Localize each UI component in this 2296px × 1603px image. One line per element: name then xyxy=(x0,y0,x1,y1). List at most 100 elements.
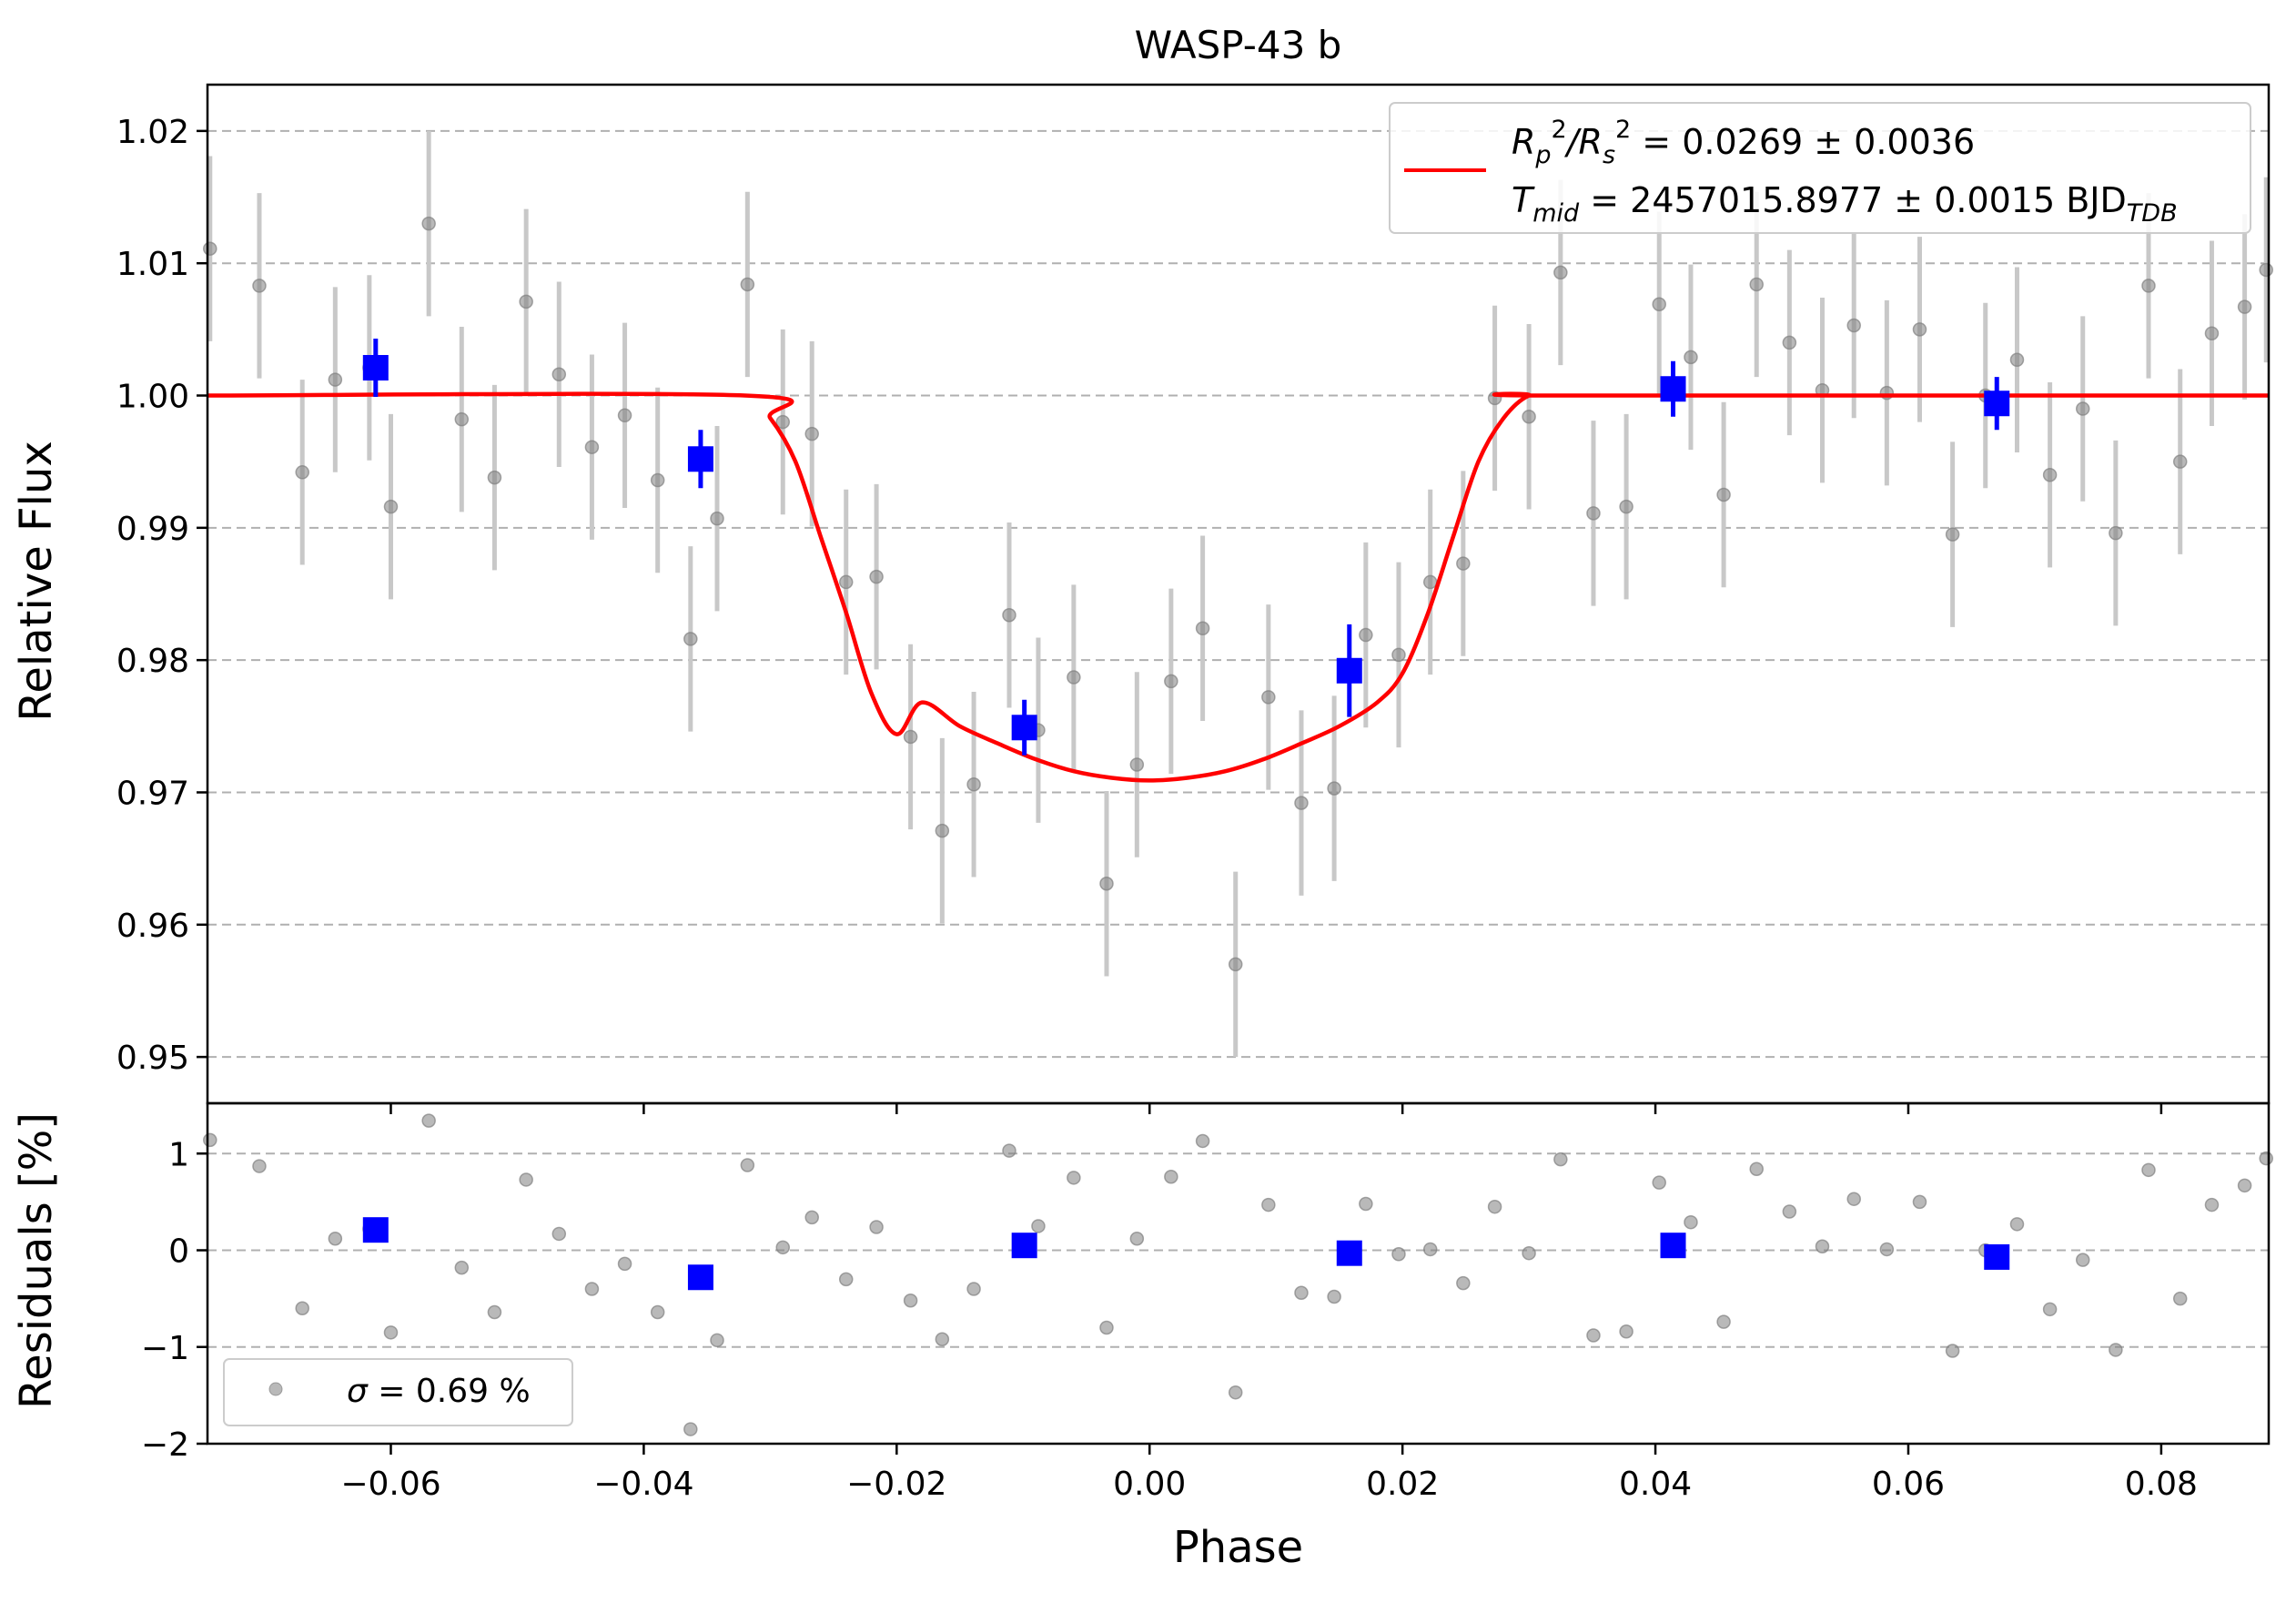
residuals-x-tick-label: 0.06 xyxy=(1872,1466,1945,1503)
legend-sigma-frame xyxy=(223,1358,573,1426)
residual-point xyxy=(252,1159,267,1173)
data-point xyxy=(2141,279,2156,293)
main-y-tick-label: 0.99 xyxy=(116,511,189,548)
data-point xyxy=(551,367,567,382)
residual-point xyxy=(519,1172,533,1187)
legend-model: Rp2/Rs2 = 0.0269 ± 0.0036 Tmid = 2457015… xyxy=(1389,102,2251,234)
data-point xyxy=(710,511,724,526)
data-point xyxy=(383,499,399,514)
data-point xyxy=(2172,454,2188,469)
residuals-frame xyxy=(206,1101,2271,1446)
residual-point xyxy=(487,1304,502,1320)
data-point xyxy=(203,241,217,256)
residual-point xyxy=(1456,1275,1471,1291)
data-point xyxy=(1164,674,1178,689)
residual-point xyxy=(1487,1199,1502,1214)
residual-point xyxy=(1261,1197,1276,1212)
residual-point xyxy=(421,1113,436,1128)
residual-point xyxy=(1327,1289,1341,1304)
data-point xyxy=(2109,525,2123,541)
residual-point xyxy=(1359,1196,1373,1212)
residual-point xyxy=(551,1226,567,1242)
data-point xyxy=(1195,621,1210,636)
data-point xyxy=(1456,556,1471,571)
residual-point xyxy=(1716,1314,1731,1329)
residuals-x-tick-label: 0.08 xyxy=(2125,1466,2198,1503)
residual-point xyxy=(2141,1162,2156,1178)
data-point xyxy=(1067,670,1081,685)
residuals-x-tick-label: 0.00 xyxy=(1113,1466,1186,1503)
residuals-x-tick-label: 0.04 xyxy=(1619,1466,1692,1503)
data-point xyxy=(1945,527,1960,542)
y-axis-label-relative-flux: Relative Flux xyxy=(11,441,62,722)
residual-point xyxy=(1391,1247,1406,1262)
legend-depth-text: Rp2/Rs2 = 0.0269 ± 0.0036 xyxy=(1512,116,1975,169)
residual-point xyxy=(1422,1242,1438,1257)
residuals-marks xyxy=(203,1113,2273,1436)
data-point xyxy=(1422,574,1438,590)
data-point xyxy=(1716,487,1731,502)
residual-point xyxy=(1002,1143,1017,1158)
main-y-tick-label: 0.96 xyxy=(116,908,189,945)
residual-point xyxy=(1553,1152,1568,1167)
main-y-tick-label: 1.00 xyxy=(116,379,189,416)
residual-point xyxy=(2075,1253,2090,1267)
data-point xyxy=(869,569,884,584)
data-point xyxy=(2237,299,2252,314)
data-point xyxy=(328,372,343,387)
transit-model-line xyxy=(207,391,2269,783)
binned-residual-point xyxy=(1011,1233,1037,1259)
residual-point xyxy=(1228,1385,1243,1400)
binned-point xyxy=(1984,391,2010,417)
legend-sigma-marker xyxy=(268,1382,283,1396)
residual-point xyxy=(1586,1328,1601,1343)
residual-point xyxy=(2042,1302,2058,1317)
residual-point xyxy=(328,1232,343,1246)
data-point xyxy=(650,472,665,488)
residuals-y-tick-label: −2 xyxy=(141,1426,189,1464)
data-point xyxy=(1522,410,1536,424)
residual-point xyxy=(584,1282,600,1296)
data-point xyxy=(1359,627,1373,643)
residuals-panel: −2 −1 0 1 −0.06 −0.04 −0.02 0.00 0.02 0.04 0.06 0.… xyxy=(11,1101,2273,1573)
residuals-x-tick-label: 0.02 xyxy=(1366,1466,1439,1503)
data-point xyxy=(1099,877,1114,891)
residual-point xyxy=(617,1256,632,1272)
residual-point xyxy=(1195,1133,1210,1149)
data-point xyxy=(584,440,600,454)
residual-point xyxy=(1912,1194,1927,1210)
legend-sigma-text: σ = 0.69 % xyxy=(347,1373,531,1410)
data-point xyxy=(2042,467,2058,482)
residual-point xyxy=(775,1240,791,1255)
main-y-tick-label: 1.01 xyxy=(116,246,189,283)
residual-point xyxy=(2204,1197,2220,1212)
residual-point xyxy=(1782,1204,1797,1219)
residuals-y-tick-label: 0 xyxy=(168,1233,189,1271)
residual-point xyxy=(903,1294,918,1308)
binned-point xyxy=(1011,715,1037,741)
residuals-x-axis: −0.06 −0.04 −0.02 0.00 0.02 0.04 0.06 0.08 xyxy=(340,1444,2198,1503)
main-y-tick-label: 0.95 xyxy=(116,1040,189,1077)
residual-point xyxy=(1522,1245,1536,1261)
binned-residual-point xyxy=(1336,1240,1362,1266)
data-point xyxy=(838,574,854,590)
residual-point xyxy=(1619,1324,1633,1339)
residual-point xyxy=(2237,1178,2252,1193)
residual-point xyxy=(710,1333,724,1348)
legend-tmid-text: Tmid = 2457015.8977 ± 0.0015 BJDTDB xyxy=(1512,180,2178,228)
data-point xyxy=(487,470,502,485)
x-axis-label-phase: Phase xyxy=(1173,1522,1303,1573)
data-point xyxy=(1912,322,1927,337)
main-y-tick-label: 0.98 xyxy=(116,643,189,680)
binned-point xyxy=(362,354,389,380)
data-point xyxy=(2204,326,2220,340)
binned-point xyxy=(1660,376,1686,402)
residual-point xyxy=(740,1158,755,1172)
main-y-axis: 0.95 0.96 0.97 0.98 0.99 1.00 1.01 1.02 xyxy=(116,114,207,1077)
residual-point xyxy=(295,1301,309,1315)
residuals-x-tick-label: −0.06 xyxy=(340,1466,440,1503)
residual-point xyxy=(1684,1214,1698,1230)
residual-point xyxy=(2259,1151,2273,1166)
